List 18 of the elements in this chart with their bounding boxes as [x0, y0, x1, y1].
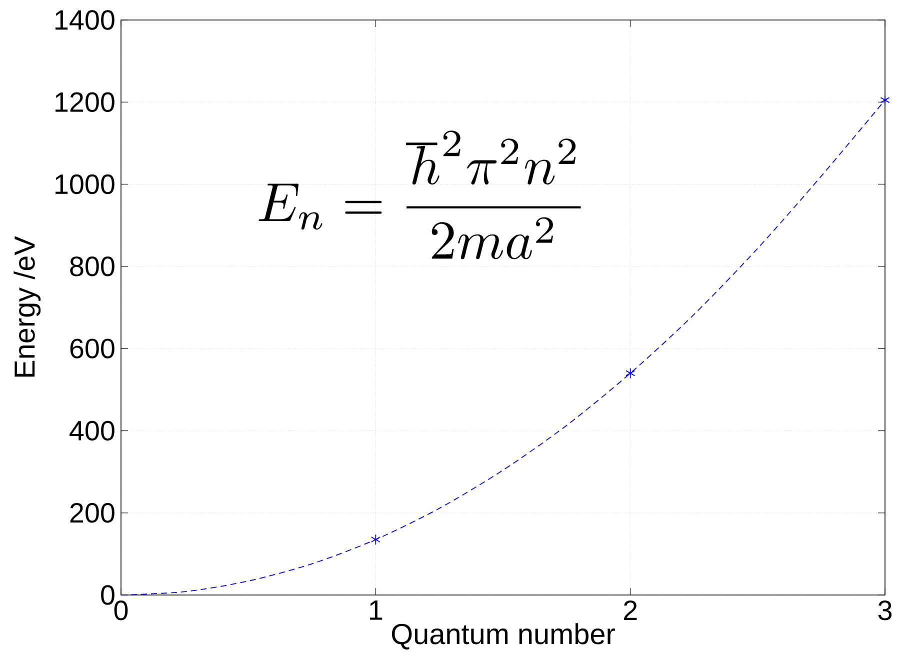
y-tick-label: 200	[70, 502, 114, 523]
x-tick-label: 3	[878, 600, 892, 620]
x-tick-label: 0	[114, 600, 128, 620]
y-tick-label: 600	[70, 338, 114, 358]
y-tick-label: 1000	[56, 174, 114, 194]
y-tick-label: 1200	[56, 92, 114, 112]
annotation: $E_n = \frac{\hbar^2\pi^2n^2}{2ma^2}$	[258, 130, 581, 260]
x-tick-label: 1	[370, 600, 382, 620]
point	[626, 368, 636, 379]
y-axis-title: Energy /eV	[14, 236, 41, 377]
x-tick-label: 2	[624, 600, 637, 620]
x-axis-title: Quantum number	[392, 623, 615, 650]
y-tick-label: 1400	[56, 10, 114, 30]
y-tick-label: 400	[70, 420, 114, 441]
y-tick-label: 800	[70, 256, 114, 276]
y-tick-label: 0	[101, 585, 114, 605]
point	[370, 534, 380, 545]
point	[880, 94, 890, 106]
